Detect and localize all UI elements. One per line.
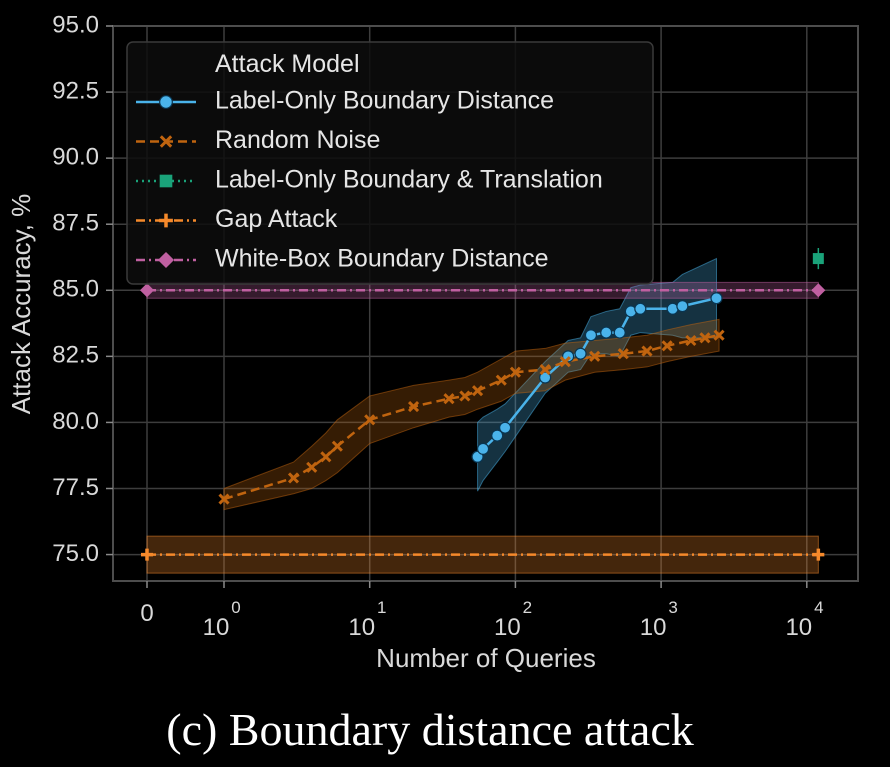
data-point — [476, 442, 490, 455]
data-point — [459, 390, 471, 402]
legend-marker — [159, 213, 173, 228]
confidence-band — [223, 318, 720, 511]
confidence-bands — [146, 248, 820, 574]
x-tick-label: 10 — [203, 614, 230, 641]
data-point — [661, 340, 673, 352]
x-tick-exponent: 3 — [668, 598, 677, 617]
x-tick-label: 10 — [494, 614, 521, 641]
data-point — [559, 356, 571, 368]
x-tick-exponent: 2 — [523, 598, 532, 617]
legend-marker — [159, 174, 173, 188]
figure-caption: (c) Boundary distance attack — [166, 704, 694, 755]
legend-item: Random Noise — [136, 126, 380, 154]
y-tick-label: 87.5 — [52, 210, 99, 237]
data-point — [472, 385, 484, 397]
confidence-band — [146, 535, 819, 574]
data-point — [811, 283, 826, 298]
y-tick-label: 95.0 — [52, 11, 99, 38]
legend-label: Label-Only Boundary & Translation — [215, 166, 603, 194]
plot-frame — [112, 25, 859, 582]
legend-item: Label-Only Boundary Distance — [136, 87, 554, 115]
y-axis-title: Attack Accuracy, % — [6, 194, 36, 415]
x-axis-title: Number of Queries — [376, 643, 596, 673]
y-tick-label: 85.0 — [52, 276, 99, 303]
legend: Attack Model Label-Only Boundary Distanc… — [126, 41, 654, 285]
legend-label: Label-Only Boundary Distance — [215, 87, 554, 115]
x-tick-exponent: 4 — [814, 598, 823, 617]
legend-marker — [157, 251, 175, 269]
legend-box — [126, 41, 654, 285]
data-point — [320, 451, 332, 463]
series-markers — [140, 253, 826, 561]
y-tick-label: 80.0 — [52, 408, 99, 435]
x-tick-label: 10 — [785, 614, 812, 641]
data-point — [699, 332, 711, 344]
x-tick-exponent: 1 — [377, 598, 386, 617]
data-point — [499, 421, 512, 434]
x-tick-exponent: 0 — [231, 598, 240, 617]
y-axis-ticks: 75.0 77.5 80.0 82.5 85.0 87.5 90.0 92.5 95.0 — [52, 11, 113, 567]
data-point — [617, 348, 629, 360]
data-point — [613, 326, 626, 339]
data-point — [812, 253, 824, 265]
data-point — [306, 461, 318, 473]
data-point — [634, 302, 647, 315]
legend-title: Attack Model — [215, 50, 360, 78]
x-tick-label: 10 — [348, 614, 375, 641]
legend-item: White-Box Boundary Distance — [136, 245, 548, 273]
data-point — [539, 371, 552, 384]
y-tick-label: 92.5 — [52, 77, 99, 104]
data-point — [287, 472, 300, 484]
data-point — [218, 493, 230, 505]
data-point — [685, 334, 697, 347]
y-tick-label: 90.0 — [52, 143, 99, 170]
legend-label: Gap Attack — [215, 205, 338, 233]
data-point — [641, 345, 653, 357]
x-tick-label: 0 — [140, 600, 153, 627]
data-point — [407, 401, 420, 413]
legend-label: Random Noise — [215, 126, 380, 154]
data-point — [491, 429, 504, 442]
data-point — [331, 440, 343, 452]
y-tick-label: 77.5 — [52, 474, 99, 501]
data-point — [141, 548, 153, 561]
data-point — [562, 350, 575, 363]
legend-item: Gap Attack — [136, 205, 338, 233]
y-tick-label: 75.0 — [52, 540, 99, 567]
data-point — [495, 374, 507, 386]
data-point — [584, 329, 598, 342]
data-point — [509, 366, 521, 378]
legend-label: White-Box Boundary Distance — [215, 245, 548, 273]
data-point — [574, 347, 587, 360]
legend-marker — [159, 95, 173, 109]
data-point — [539, 364, 551, 376]
data-point — [812, 548, 825, 561]
data-point — [600, 326, 613, 339]
y-tick-label: 82.5 — [52, 342, 99, 369]
data-point — [364, 414, 376, 426]
data-point — [710, 292, 723, 305]
data-point — [589, 350, 601, 362]
data-point — [443, 393, 455, 405]
legend-item: Label-Only Boundary & Translation — [136, 166, 603, 194]
data-point — [140, 283, 154, 298]
legend-marker — [159, 135, 173, 148]
data-point — [713, 329, 725, 341]
data-point — [676, 300, 689, 313]
x-tick-label: 10 — [640, 614, 667, 641]
